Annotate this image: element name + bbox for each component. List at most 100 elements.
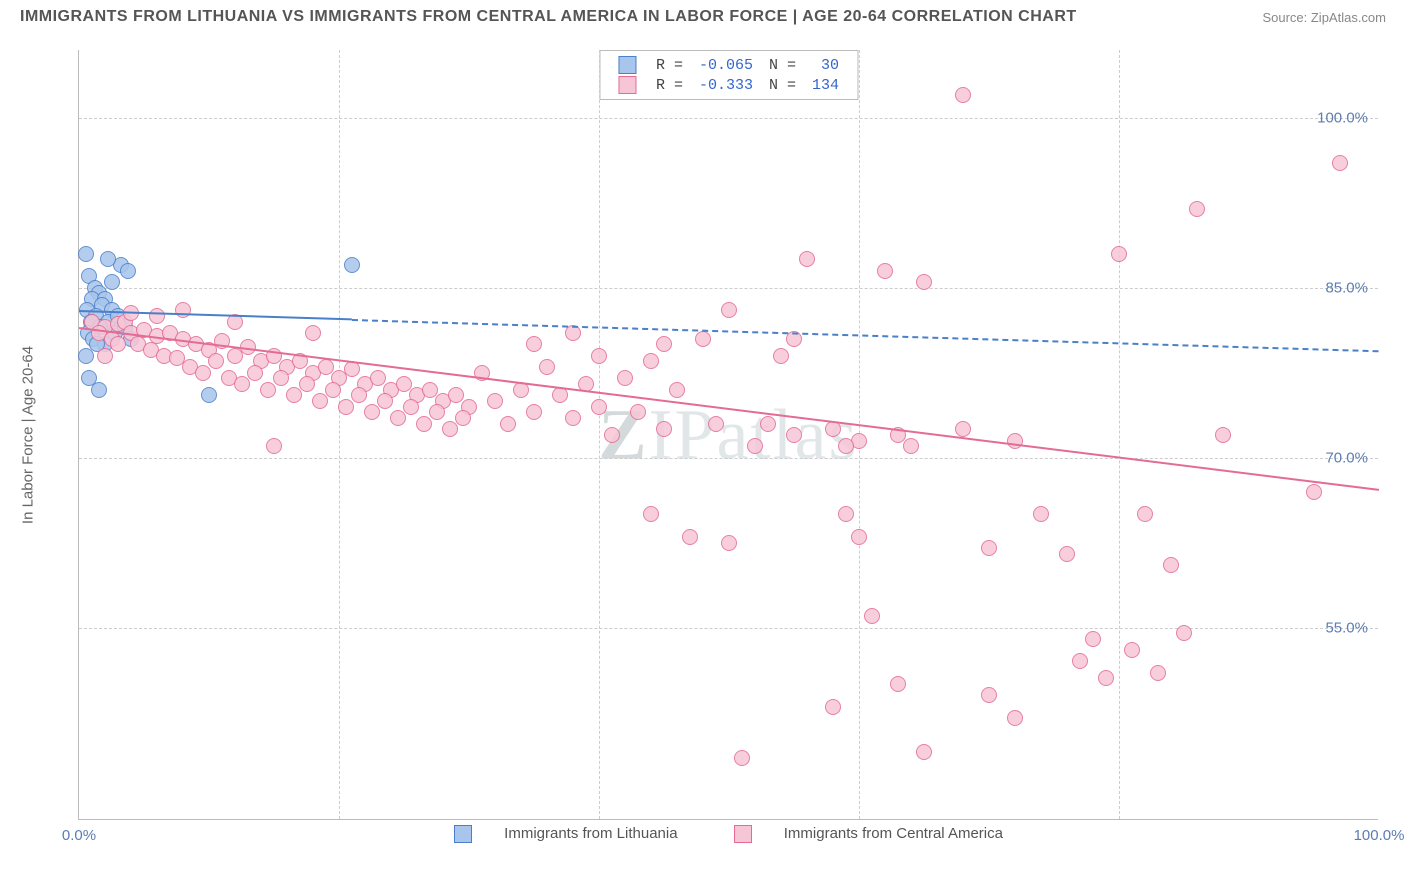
trend-line-solid [79, 327, 1379, 491]
scatter-point-central_america [97, 348, 113, 364]
scatter-point-central_america [351, 387, 367, 403]
scatter-chart: In Labor Force | Age 20-64 ZIPatlas R =-… [48, 40, 1388, 830]
scatter-point-central_america [799, 251, 815, 267]
scatter-point-central_america [825, 699, 841, 715]
legend-row-central_america: R =-0.333N =134 [610, 75, 847, 95]
source-attribution: Source: ZipAtlas.com [1262, 10, 1386, 25]
scatter-point-central_america [890, 676, 906, 692]
scatter-point-central_america [955, 87, 971, 103]
source-name: ZipAtlas.com [1311, 10, 1386, 25]
scatter-point-central_america [1332, 155, 1348, 171]
legend-n-value: 30 [804, 55, 847, 75]
scatter-point-central_america [656, 421, 672, 437]
scatter-point-central_america [1085, 631, 1101, 647]
scatter-point-central_america [500, 416, 516, 432]
plot-area: ZIPatlas R =-0.065N =30R =-0.333N =134 I… [78, 50, 1378, 820]
scatter-point-lithuania [100, 251, 116, 267]
legend-r-label: R = [648, 55, 691, 75]
scatter-point-central_america [695, 331, 711, 347]
scatter-point-central_america [1072, 653, 1088, 669]
scatter-point-central_america [604, 427, 620, 443]
scatter-point-lithuania [81, 370, 97, 386]
scatter-point-lithuania [78, 348, 94, 364]
scatter-point-central_america [208, 353, 224, 369]
scatter-point-central_america [552, 387, 568, 403]
scatter-point-central_america [1033, 506, 1049, 522]
scatter-point-central_america [364, 404, 380, 420]
scatter-point-central_america [1189, 201, 1205, 217]
scatter-point-central_america [591, 348, 607, 364]
scatter-point-central_america [234, 376, 250, 392]
scatter-point-central_america [149, 308, 165, 324]
gridline-h [79, 288, 1378, 289]
scatter-point-central_america [760, 416, 776, 432]
scatter-point-central_america [565, 410, 581, 426]
scatter-point-central_america [1163, 557, 1179, 573]
scatter-point-lithuania [201, 387, 217, 403]
y-tick-label: 55.0% [1325, 619, 1368, 636]
scatter-point-central_america [195, 365, 211, 381]
scatter-point-central_america [903, 438, 919, 454]
legend-swatch-lithuania [454, 825, 472, 843]
scatter-point-central_america [260, 382, 276, 398]
scatter-point-central_america [1111, 246, 1127, 262]
legend-n-label: N = [761, 75, 804, 95]
scatter-point-central_america [247, 365, 263, 381]
scatter-point-central_america [487, 393, 503, 409]
scatter-point-central_america [338, 399, 354, 415]
scatter-point-central_america [1176, 625, 1192, 641]
gridline-v [599, 50, 600, 819]
legend-swatch-lithuania [618, 56, 636, 74]
legend-swatch-central_america [618, 76, 636, 94]
scatter-point-central_america [1059, 546, 1075, 562]
scatter-point-central_america [643, 353, 659, 369]
scatter-point-central_america [955, 421, 971, 437]
scatter-point-central_america [981, 687, 997, 703]
scatter-point-central_america [1098, 670, 1114, 686]
scatter-point-central_america [591, 399, 607, 415]
legend-r-label: R = [648, 75, 691, 95]
scatter-point-central_america [838, 506, 854, 522]
scatter-point-central_america [656, 336, 672, 352]
scatter-point-lithuania [104, 274, 120, 290]
gridline-v [339, 50, 340, 819]
scatter-point-lithuania [78, 246, 94, 262]
gridline-h [79, 458, 1378, 459]
scatter-point-central_america [526, 336, 542, 352]
scatter-point-lithuania [120, 263, 136, 279]
legend-label: Immigrants from Central America [784, 825, 1003, 842]
scatter-point-central_america [786, 427, 802, 443]
scatter-point-central_america [708, 416, 724, 432]
scatter-point-central_america [981, 540, 997, 556]
x-tick-label: 100.0% [1354, 827, 1405, 844]
scatter-point-central_america [110, 336, 126, 352]
legend-n-label: N = [761, 55, 804, 75]
scatter-point-central_america [682, 529, 698, 545]
scatter-point-central_america [1306, 484, 1322, 500]
scatter-point-central_america [286, 387, 302, 403]
legend-row-lithuania: R =-0.065N =30 [610, 55, 847, 75]
scatter-point-central_america [175, 302, 191, 318]
scatter-point-central_america [916, 744, 932, 760]
legend-r-value: -0.333 [691, 75, 761, 95]
scatter-point-central_america [851, 529, 867, 545]
scatter-point-central_america [916, 274, 932, 290]
gridline-h [79, 118, 1378, 119]
scatter-point-central_america [721, 535, 737, 551]
y-tick-label: 70.0% [1325, 449, 1368, 466]
scatter-point-central_america [377, 393, 393, 409]
correlation-legend: R =-0.065N =30R =-0.333N =134 [599, 50, 858, 100]
scatter-point-lithuania [344, 257, 360, 273]
scatter-point-central_america [312, 393, 328, 409]
legend-n-value: 134 [804, 75, 847, 95]
scatter-point-central_america [455, 410, 471, 426]
y-tick-label: 100.0% [1317, 109, 1368, 126]
legend-r-value: -0.065 [691, 55, 761, 75]
scatter-point-central_america [539, 359, 555, 375]
scatter-point-central_america [390, 410, 406, 426]
scatter-point-central_america [1215, 427, 1231, 443]
scatter-point-central_america [266, 438, 282, 454]
scatter-point-central_america [864, 608, 880, 624]
scatter-point-central_america [838, 438, 854, 454]
scatter-point-central_america [643, 506, 659, 522]
